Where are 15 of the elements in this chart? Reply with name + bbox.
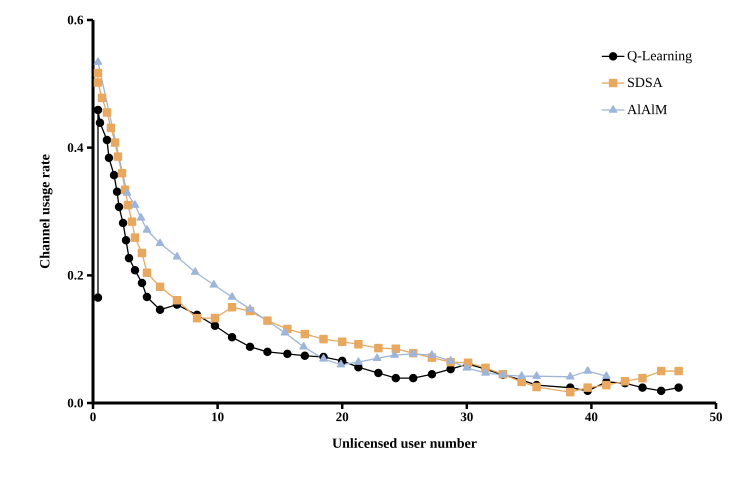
x-tick-label: 50 xyxy=(710,412,722,422)
x-tick-label: 10 xyxy=(212,412,224,422)
y-tick-label: 0.6 xyxy=(68,16,84,24)
y-tick-label: 0.2 xyxy=(68,270,83,280)
x-tick-label: 30 xyxy=(460,412,473,422)
y-tick-label: 0.4 xyxy=(68,143,84,152)
x-tick-label: 20 xyxy=(336,412,348,422)
y-tick-label: 0.0 xyxy=(68,398,83,408)
x-tick-label: 0 xyxy=(90,412,96,422)
x-tick-label: 40 xyxy=(585,412,598,422)
legend-label: SDSA xyxy=(628,78,663,88)
y-axis-title: Channel usage rate xyxy=(40,154,52,268)
legend-label: AlAlM xyxy=(627,104,667,114)
legend-label: Q-Learning xyxy=(628,50,692,64)
x-axis-title: Unlicensed user number xyxy=(332,438,477,448)
